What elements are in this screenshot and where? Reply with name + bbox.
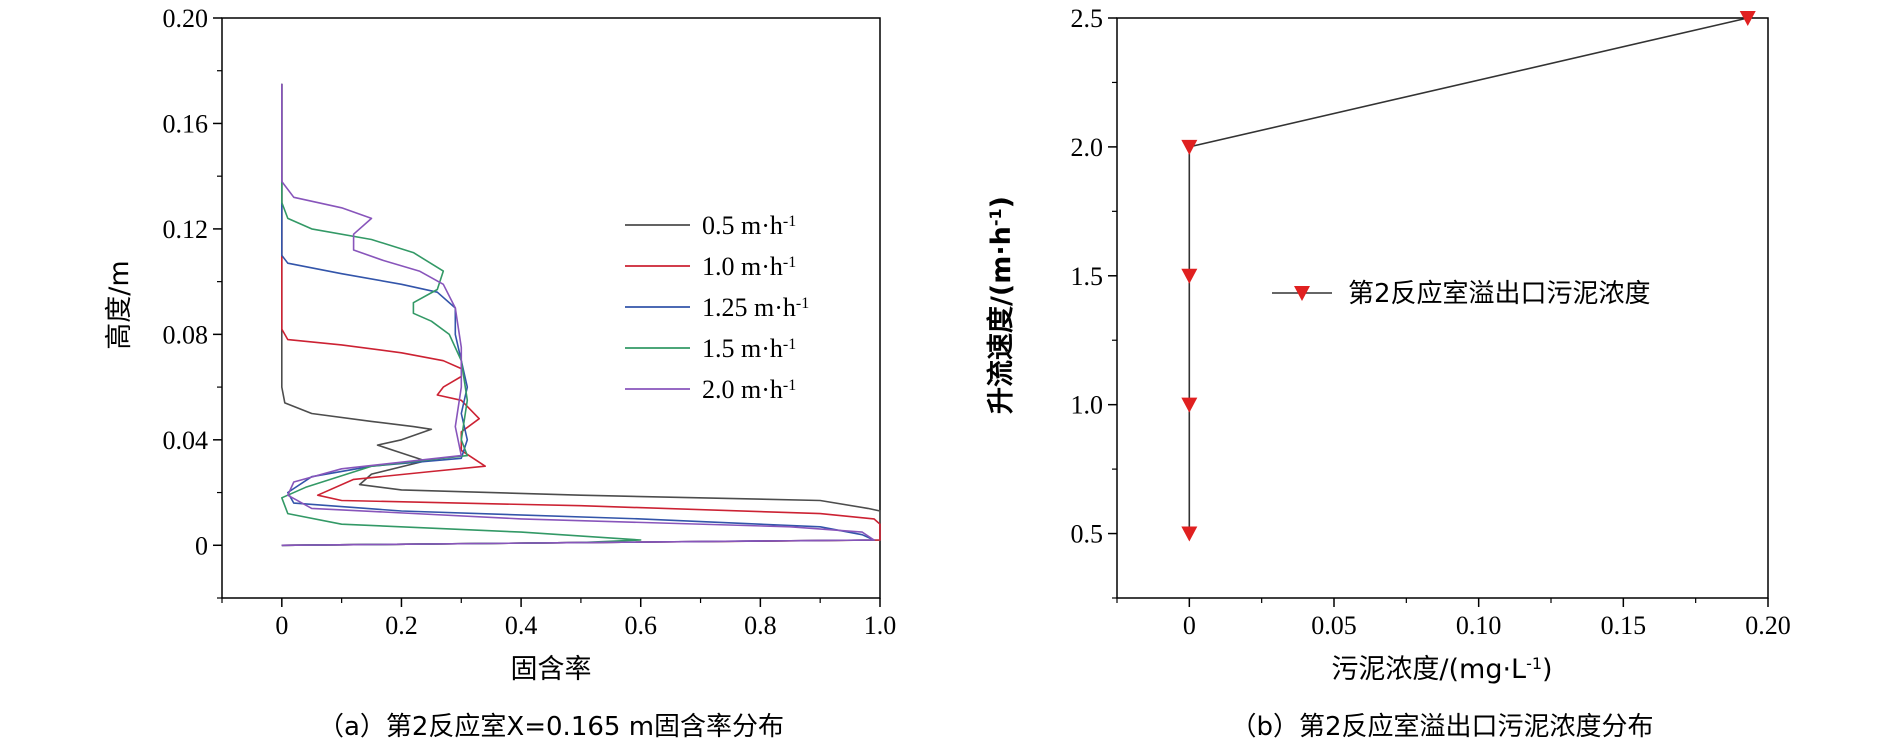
chart-a-series-line (281, 83, 875, 547)
chart-b-series-line (1188, 17, 1748, 534)
chart-b-series (1181, 11, 1756, 542)
b-ytick-label: 2.0 (1071, 133, 1104, 162)
a-xtick-label: 0 (275, 611, 288, 640)
b-xtick-label: 0.05 (1311, 611, 1357, 640)
a-xtick-label: 1.0 (864, 611, 897, 640)
b-ytick-label: 1.5 (1071, 262, 1104, 291)
chart-a-legend-label: 1.0 m·h-1 (702, 252, 796, 281)
chart-a-frame (221, 17, 881, 599)
chart-a-caption: （a）第2反应室X=0.165 m固含率分布 (318, 712, 784, 742)
chart-b-point (1181, 397, 1198, 413)
a-ytick-label: 0 (195, 531, 208, 560)
b-ytick-label: 1.0 (1071, 391, 1104, 420)
a-xtick-label: 0.2 (385, 611, 418, 640)
chart-b-legend-swatch-marker (1294, 286, 1310, 301)
chart-b-ticks: 0 0.05 0.10 0.15 0.20 0.5 1.0 1.5 2.0 2.5 (1071, 4, 1791, 640)
a-xtick-label: 0.4 (505, 611, 538, 640)
a-xtick-label: 0.6 (624, 611, 657, 640)
b-xtick-label: 0 (1183, 611, 1196, 640)
chart-a-ticks: 0 0.2 0.4 0.6 0.8 1.0 0 0.04 0.08 0.12 0.16 0.20 (163, 4, 897, 640)
b-ytick-label: 0.5 (1071, 520, 1104, 549)
chart-a-legend: 0.5 m·h-1 1.0 m·h-1 1.25 m·h-1 1.5 m·h-1 2.0… (625, 211, 809, 404)
chart-b-caption: （b）第2反应室溢出口污泥浓度分布 (1230, 712, 1653, 742)
a-ytick-label: 0.12 (163, 215, 209, 244)
a-ytick-label: 0.08 (163, 320, 209, 349)
chart-b-point (1181, 268, 1198, 284)
chart-a-legend-label: 1.25 m·h-1 (702, 293, 809, 322)
b-xtick-label: 0.20 (1745, 611, 1791, 640)
chart-a: 0 0.2 0.4 0.6 0.8 1.0 0 0.04 0.08 0.12 0.16 0.20 0.… (104, 4, 896, 742)
b-xtick-label: 0.15 (1601, 611, 1647, 640)
chart-a-xlabel: 固含率 (511, 654, 592, 685)
chart-a-legend-label: 2.0 m·h-1 (702, 375, 796, 404)
chart-a-series-line (281, 83, 642, 547)
b-ytick-label: 2.5 (1071, 4, 1104, 33)
chart-b-point (1181, 526, 1198, 542)
chart-b-ylabel: 升流速度/(m·h-1) (985, 196, 1017, 414)
a-ytick-label: 0.04 (163, 426, 209, 455)
chart-b: 0 0.05 0.10 0.15 0.20 0.5 1.0 1.5 2.0 2.5 第2反应室溢出… (985, 4, 1791, 742)
b-xtick-label: 0.10 (1456, 611, 1502, 640)
chart-a-legend-label: 0.5 m·h-1 (702, 211, 796, 240)
chart-a-ylabel: 高度/m (104, 260, 135, 349)
chart-b-xlabel: 污泥浓度/(mg·L-1) (1331, 654, 1552, 686)
a-xtick-label: 0.8 (744, 611, 777, 640)
chart-b-legend-label: 第2反应室溢出口污泥浓度 (1348, 279, 1651, 309)
chart-b-frame (1116, 17, 1769, 599)
chart-a-legend-label: 1.5 m·h-1 (702, 334, 796, 363)
chart-b-point (1739, 11, 1756, 26)
chart-a-series (281, 83, 881, 547)
a-ytick-label: 0.16 (163, 109, 209, 138)
chart-b-point (1181, 139, 1198, 155)
chart-b-legend: 第2反应室溢出口污泥浓度 (1272, 279, 1651, 309)
a-ytick-label: 0.20 (163, 4, 209, 33)
